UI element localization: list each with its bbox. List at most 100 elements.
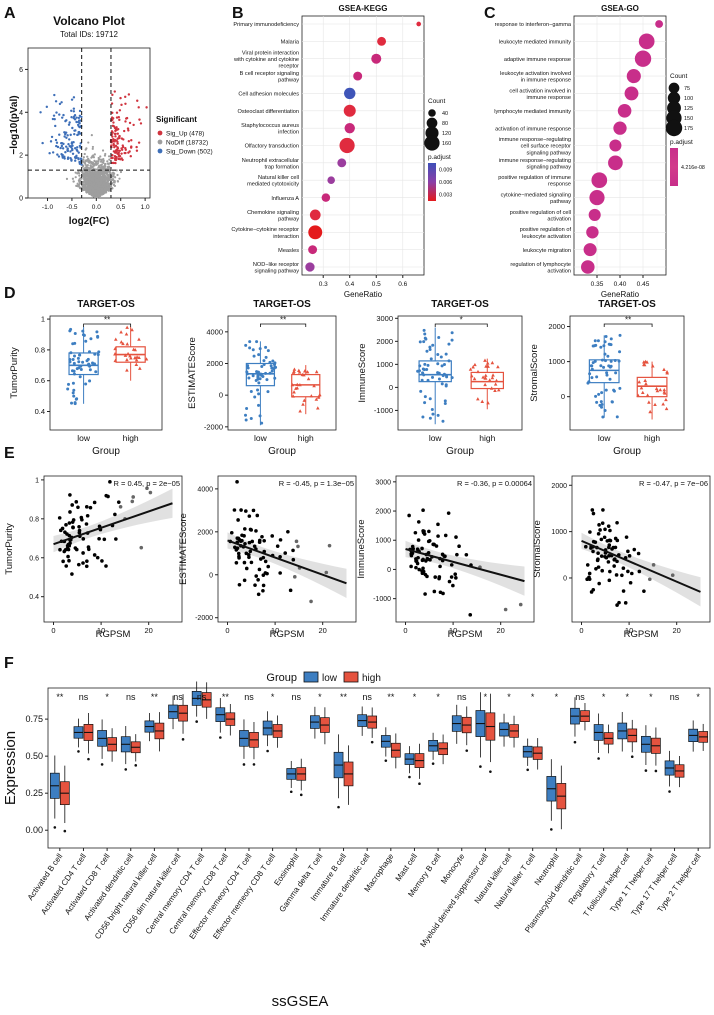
boxplot-jitter-point [596, 339, 600, 343]
ssgsea-legend-label-high: high [362, 673, 381, 684]
volcano-point-nodiff [107, 155, 111, 158]
volcano-ytick-label: 2 [19, 153, 23, 160]
scatter-point [591, 549, 595, 554]
scatter-point [252, 544, 257, 549]
volcano-point-nodiff [96, 175, 100, 178]
dotplot-xtick-label: 0.4 [345, 281, 354, 288]
volcano-point-down [75, 116, 78, 119]
boxplot-jitter-point [77, 366, 81, 370]
panel-letter-b: B [232, 5, 244, 22]
scatter-point [58, 547, 62, 552]
ssgsea-outlier [87, 757, 90, 761]
scatter-point [236, 518, 240, 522]
boxplot-jitter-point [113, 358, 118, 363]
volcano-point-down [58, 113, 61, 116]
volcano-point-up [114, 144, 118, 148]
boxplot-jitter-point [618, 350, 622, 354]
volcano-legend-dot [157, 148, 163, 154]
dotplot-category-label: Chemokine signaling [247, 210, 299, 216]
boxplot-jitter-point [302, 369, 307, 373]
volcano-point-nodiff [119, 170, 123, 174]
boxplot-jitter-point [430, 407, 434, 411]
significance-label: ** [104, 316, 110, 325]
scatter-point [84, 522, 89, 526]
boxplot-title: TARGET-OS [431, 299, 489, 310]
scatter-point [244, 509, 248, 513]
scatter-point [602, 535, 607, 540]
volcano-point-up [111, 153, 114, 157]
boxplot-jitter-point [422, 328, 426, 332]
volcano-point-up [125, 116, 129, 120]
boxplot-jitter-point [600, 405, 604, 409]
volcano-point-nodiff [82, 158, 85, 161]
volcano-point-down [76, 146, 79, 149]
count-legend-label: 150 [684, 116, 693, 122]
boxplot-jitter-point [73, 341, 77, 345]
volcano-point-nodiff [104, 162, 107, 166]
boxplot-jitter-point [483, 373, 488, 377]
count-legend-dot [668, 82, 680, 94]
boxplot-ylabel: ESTIMATEScore [187, 337, 198, 409]
scatter-point [270, 534, 275, 538]
count-legend-dot [428, 109, 436, 117]
ssgsea-outlier [370, 740, 374, 744]
boxplot-jitter-point [422, 368, 426, 372]
boxplot-jitter-point [312, 383, 316, 388]
volcano-point-up [124, 120, 127, 123]
volcano-point-up [116, 140, 119, 144]
scatter-point [67, 543, 72, 548]
scatter-point [626, 549, 630, 554]
volcano-point-up [115, 111, 119, 114]
boxplot-d3: TARGET-OS -1000 0 1000 2000 3000 low high * Group… [357, 299, 523, 457]
scatter-point [235, 536, 240, 540]
scatter-point [130, 499, 135, 504]
ssgsea-significance-label: ns [126, 692, 136, 702]
padj-colorbar [670, 148, 678, 186]
boxplot-jitter-point [426, 363, 430, 367]
volcano-point-down [69, 157, 72, 160]
volcano-point-up [130, 139, 133, 142]
boxplot-ylabel: StromalScore [529, 344, 540, 402]
volcano-point-down [75, 154, 78, 158]
boxplot-jitter-point [436, 362, 440, 366]
scatter-point [436, 534, 440, 538]
boxplot-group-label: high [479, 433, 495, 443]
ssgsea-outlier [465, 749, 469, 752]
boxplot-jitter-point [486, 401, 490, 405]
scatter-xtick-label: 20 [673, 626, 681, 635]
boxplot-jitter-point [645, 360, 649, 364]
boxplot-jitter-point [73, 401, 77, 405]
boxplot-jitter-point [316, 395, 321, 399]
scatter-point [104, 564, 108, 568]
ssgsea-outlier [418, 782, 421, 786]
volcano-point-down [64, 151, 67, 154]
boxplot-jitter-point [605, 373, 609, 377]
boxplot-jitter-point [268, 360, 272, 364]
regression-confidence-band [581, 532, 701, 607]
volcano-point-nodiff [77, 184, 80, 187]
boxplot-jitter-point [251, 374, 255, 378]
boxplot-jitter-point [491, 373, 495, 377]
dotplot-category-label: Neutrophil extracellular [242, 158, 299, 164]
boxplot-xlabel: Group [613, 446, 641, 457]
scatter-point [234, 548, 239, 552]
volcano-point-nodiff [78, 174, 81, 177]
dotplot-category-label: signaling pathway [255, 269, 300, 275]
boxplot-jitter-point [597, 392, 601, 396]
panel-letter-e: E [4, 445, 15, 462]
volcano-point-nodiff [83, 176, 86, 180]
volcano-point-down [79, 132, 82, 135]
volcano-point-up [114, 156, 118, 160]
scatter-point [237, 582, 242, 587]
scatter-point [76, 505, 80, 510]
volcano-point-down [45, 105, 49, 109]
scatter-point [254, 529, 258, 533]
boxplot-jitter-point [273, 376, 277, 380]
boxplot-ylabel: TumorPurity [9, 347, 20, 399]
boxplot-jitter-point [599, 364, 603, 368]
scatter-point [417, 567, 421, 572]
volcano-point-up [116, 137, 119, 140]
dotplot-category-label: NOD−like receptor [253, 262, 299, 268]
volcano-point-up [112, 140, 116, 143]
volcano-point-nodiff [96, 168, 99, 171]
